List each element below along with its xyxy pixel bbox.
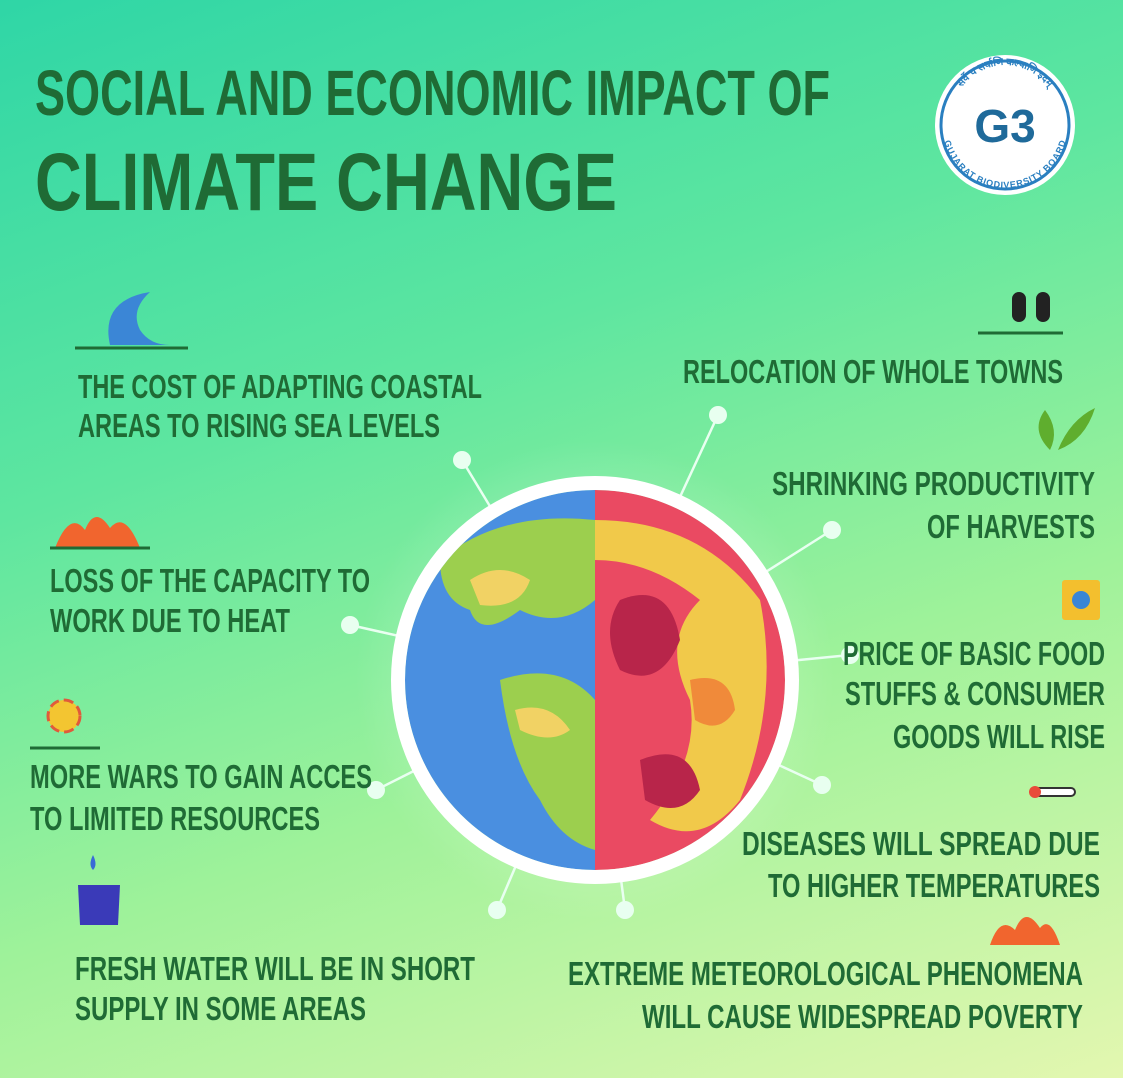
impact-text: DISEASES WILL SPREAD DUE bbox=[742, 825, 1100, 862]
logo: सर्वे च सर्वाणि कल्याणि इदम् GUJARAT BIO… bbox=[935, 55, 1075, 195]
impact-item: RELOCATION OF WHOLE TOWNS bbox=[683, 353, 1063, 390]
impact-text: FRESH WATER WILL BE IN SHORT bbox=[75, 950, 475, 987]
continent-hot bbox=[470, 570, 530, 606]
impact-text: EXTREME METEOROLOGICAL PHENOMENA bbox=[568, 955, 1083, 992]
impact-text: SUPPLY IN SOME AREAS bbox=[75, 990, 366, 1027]
logo-initials: G3 bbox=[974, 100, 1035, 152]
heat-core bbox=[690, 678, 735, 726]
icons bbox=[30, 292, 1100, 945]
water-drop bbox=[90, 855, 96, 870]
footprint-icon bbox=[1012, 292, 1026, 322]
impact-text: TO HIGHER TEMPERATURES bbox=[768, 867, 1100, 904]
impact-text: PRICE OF BASIC FOOD bbox=[843, 635, 1105, 672]
fire-icon bbox=[990, 916, 1060, 945]
plant-icon bbox=[1038, 408, 1095, 450]
impact-text: STUFFS & CONSUMER bbox=[845, 675, 1105, 712]
spoke-node bbox=[813, 776, 831, 794]
spoke-node bbox=[488, 901, 506, 919]
impact-text: OF HARVESTS bbox=[927, 508, 1095, 545]
globe-rim bbox=[391, 476, 799, 884]
heat-zone bbox=[595, 520, 767, 832]
title-line-2: CLIMATE CHANGE bbox=[35, 137, 617, 228]
impact-text: THE COST OF ADAPTING COASTAL bbox=[78, 368, 482, 405]
war-icon bbox=[46, 698, 82, 734]
impact-item: DISEASES WILL SPREAD DUE TO HIGHER TEMPER… bbox=[742, 825, 1100, 904]
footprint-icon bbox=[1036, 292, 1050, 322]
impact-text: MORE WARS TO GAIN ACCES bbox=[30, 758, 372, 795]
wave-icon bbox=[108, 292, 170, 345]
heat-core bbox=[640, 754, 700, 808]
fire-icon bbox=[55, 516, 140, 548]
globe bbox=[355, 440, 835, 920]
spoke-node bbox=[709, 406, 727, 424]
impact-text: SHRINKING PRODUCTIVITY bbox=[772, 465, 1095, 502]
logo-bg bbox=[935, 55, 1075, 195]
impact-text: TO LIMITED RESOURCES bbox=[30, 800, 320, 837]
thermometer-bulb bbox=[1029, 786, 1041, 798]
spoke-node bbox=[341, 616, 359, 634]
bag-logo bbox=[1072, 591, 1090, 609]
impact-text: LOSS OF THE CAPACITY TO bbox=[50, 562, 370, 599]
title-line-1: SOCIAL AND ECONOMIC IMPACT OF bbox=[35, 57, 830, 129]
heat-core bbox=[610, 595, 680, 676]
spoke-node bbox=[841, 646, 859, 664]
spoke-node bbox=[453, 451, 471, 469]
impact-text: WILL CAUSE WIDESPREAD POVERTY bbox=[642, 998, 1083, 1035]
impact-text: RELOCATION OF WHOLE TOWNS bbox=[683, 353, 1063, 390]
impact-item: MORE WARS TO GAIN ACCES TO LIMITED RESOUR… bbox=[30, 758, 372, 837]
spoke-node bbox=[823, 521, 841, 539]
impact-item: SHRINKING PRODUCTIVITY OF HARVESTS bbox=[772, 465, 1095, 545]
continent-hot bbox=[515, 707, 570, 738]
impact-text: AREAS TO RISING SEA LEVELS bbox=[78, 407, 440, 444]
impact-text: WORK DUE TO HEAT bbox=[50, 602, 290, 639]
impact-item: EXTREME METEOROLOGICAL PHENOMENA WILL CAU… bbox=[568, 955, 1083, 1035]
impact-text: GOODS WILL RISE bbox=[893, 718, 1105, 755]
logo-ring bbox=[939, 59, 1071, 191]
water-icon bbox=[78, 885, 120, 925]
